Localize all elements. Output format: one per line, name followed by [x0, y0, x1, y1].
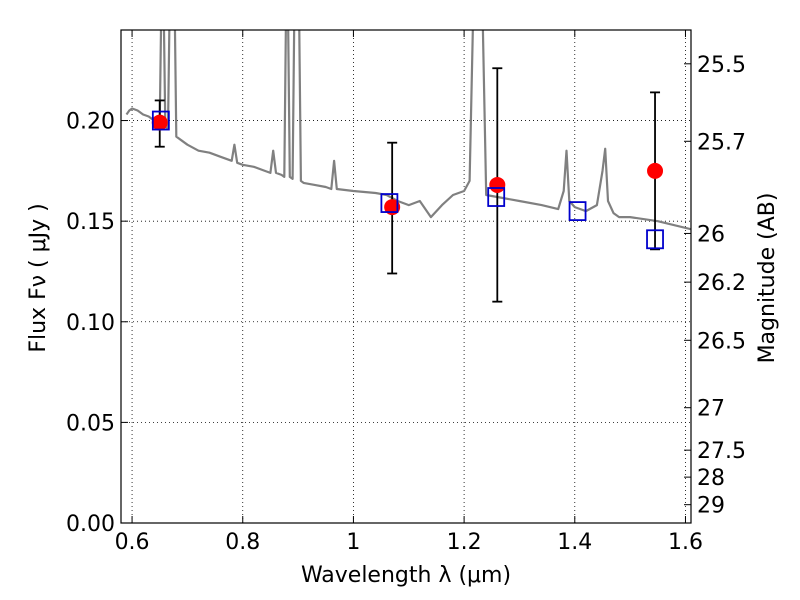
synthetic-point	[568, 201, 587, 222]
synthetic-point	[380, 193, 399, 213]
synthetic-point	[487, 187, 506, 207]
observed-point	[647, 162, 664, 179]
right-tick-label: 29	[697, 494, 725, 519]
synthetic-point	[646, 229, 664, 250]
y-axis-ticks: 0.00 0.05 0.10 0.15 0.20	[66, 110, 128, 537]
synthetic-point	[151, 110, 170, 131]
right-tick-label: 26.5	[697, 329, 746, 354]
x-tick-label: 0.8	[225, 530, 260, 555]
observed-point	[151, 114, 168, 131]
right-tick-label: 28	[697, 466, 725, 491]
plot-frame	[120, 29, 692, 524]
observed-points	[151, 114, 664, 216]
right-axis-ticks: 25.5 25.7 26 26.2 26.5 27 27.528 29	[684, 53, 746, 519]
y-tick-label: 0.15	[66, 210, 115, 235]
right-tick-label: 26.2	[697, 271, 746, 296]
x-tick-label: 1.2	[447, 530, 482, 555]
right-tick-label: 27	[697, 397, 725, 422]
plot-area	[125, 30, 691, 303]
model-spectrum-series	[125, 30, 691, 231]
x-axis-ticks: 0.6 0.8 1 1.2 1.4 1.6	[115, 30, 703, 555]
plot-background	[121, 30, 691, 523]
y-axis-label: Flux Fν ( μJy )	[26, 203, 51, 352]
y-tick-label: 0.00	[66, 512, 115, 537]
observed-point	[384, 199, 401, 216]
x-tick-label: 0.6	[115, 530, 150, 555]
right-tick-label: 27.5	[697, 439, 746, 464]
y-tick-label: 0.05	[66, 411, 115, 436]
model-spectrum-line	[125, 30, 691, 231]
synthetic-points	[151, 110, 664, 250]
x-axis-label: Wavelength λ (μm)	[301, 563, 511, 588]
observed-point	[489, 176, 506, 193]
right-axis-label: Magnitude (AB)	[755, 193, 780, 364]
y-tick-label: 0.10	[66, 311, 115, 336]
x-tick-label: 1.4	[557, 530, 592, 555]
x-tick-label: 1	[346, 530, 360, 555]
right-tick-label: 25.5	[697, 53, 746, 78]
right-tick-label: 25.7	[697, 130, 746, 155]
right-tick-label: 26	[697, 222, 725, 247]
y-tick-label: 0.20	[66, 110, 115, 135]
x-tick-label: 1.6	[668, 530, 703, 555]
